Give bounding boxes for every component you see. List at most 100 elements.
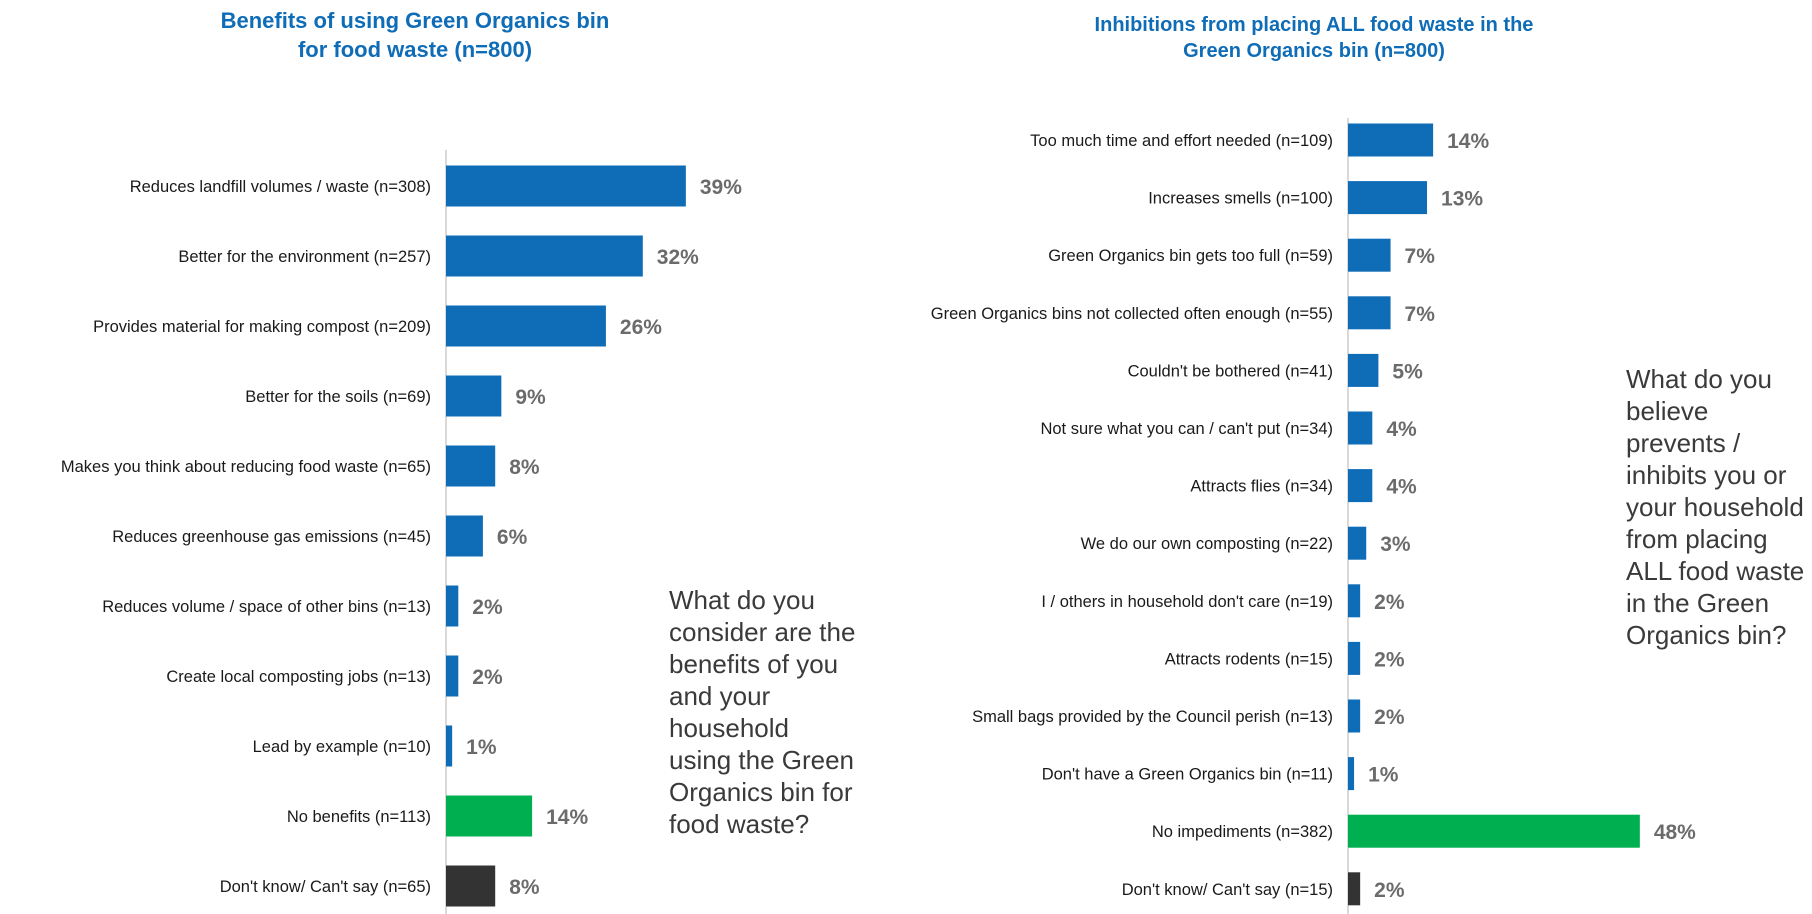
benefits-category-label: Provides material for making compost (n=… (93, 318, 431, 336)
benefits-category-label: Better for the environment (n=257) (178, 248, 431, 266)
benefits-question-line: What do you (669, 585, 815, 615)
inhibitions-question-line: inhibits you or (1626, 460, 1787, 490)
benefits-chart-title-line-1: Benefits of using Green Organics bin (221, 8, 610, 33)
benefits-value-label: 8% (509, 876, 540, 899)
inhibitions-bar (1348, 353, 1379, 387)
inhibitions-category-label: Small bags provided by the Council peris… (972, 708, 1333, 726)
benefits-bar (446, 725, 453, 767)
benefits-category-label: Reduces landfill volumes / waste (n=308) (130, 178, 431, 196)
inhibitions-value-label: 2% (1374, 648, 1405, 671)
inhibitions-value-label: 3% (1380, 533, 1411, 556)
benefits-bar (446, 305, 606, 347)
inhibitions-category-label: No impediments (n=382) (1152, 823, 1333, 841)
benefits-question-line: and your (669, 681, 771, 711)
benefits-chart-title-line-2: for food waste (n=800) (298, 37, 532, 62)
inhibitions-category-label: Green Organics bins not collected often … (931, 305, 1333, 323)
inhibitions-bar (1348, 641, 1361, 675)
benefits-value-label: 26% (620, 316, 662, 339)
inhibitions-question-line: believe (1626, 396, 1709, 426)
inhibitions-bar (1348, 814, 1640, 848)
inhibitions-question-line: prevents / (1626, 428, 1741, 458)
inhibitions-category-label: I / others in household don't care (n=19… (1041, 593, 1333, 611)
benefits-bar (446, 795, 533, 837)
benefits-category-label: Lead by example (n=10) (253, 738, 431, 756)
benefits-bar (446, 375, 502, 417)
inhibitions-category-label: Green Organics bin gets too full (n=59) (1048, 247, 1333, 265)
inhibitions-category-label: Couldn't be bothered (n=41) (1128, 362, 1333, 380)
inhibitions-category-label: We do our own composting (n=22) (1081, 535, 1333, 553)
inhibitions-bar (1348, 469, 1373, 503)
benefits-bar (446, 445, 496, 487)
benefits-category-label: Create local composting jobs (n=13) (166, 668, 431, 686)
benefits-value-label: 8% (509, 456, 540, 479)
inhibitions-value-label: 14% (1447, 130, 1489, 153)
benefits-category-label: Better for the soils (n=69) (245, 388, 431, 406)
benefits-category-label: Makes you think about reducing food wast… (61, 458, 431, 476)
inhibitions-value-label: 5% (1392, 360, 1423, 383)
inhibitions-question-line: ALL food waste (1626, 556, 1805, 586)
inhibitions-value-label: 4% (1386, 476, 1417, 499)
benefits-chart: Benefits of using Green Organics bin for… (61, 8, 742, 914)
benefits-value-label: 1% (466, 736, 497, 759)
inhibitions-chart-title-line-2: Green Organics bin (n=800) (1183, 40, 1445, 62)
inhibitions-value-label: 2% (1374, 706, 1405, 729)
benefits-category-label: No benefits (n=113) (287, 808, 431, 826)
inhibitions-value-label: 1% (1368, 764, 1399, 787)
inhibitions-value-label: 48% (1654, 821, 1696, 844)
benefits-question: What do you consider are the benefits of… (669, 584, 855, 840)
benefits-value-label: 9% (515, 386, 546, 409)
inhibitions-bar (1348, 757, 1355, 791)
benefits-question-line: consider are the (669, 617, 856, 647)
inhibitions-chart-title-line-1: Inhibitions from placing ALL food waste … (1095, 14, 1534, 36)
inhibitions-bar (1348, 872, 1361, 906)
benefits-value-label: 6% (497, 526, 528, 549)
benefits-bar (446, 655, 459, 697)
benefits-question-line: Organics bin for (669, 777, 853, 807)
inhibitions-bar (1348, 411, 1373, 445)
benefits-category-label: Don't know/ Can't say (n=65) (220, 878, 431, 896)
benefits-value-label: 39% (700, 176, 742, 199)
benefits-question-line: household (669, 713, 789, 743)
benefits-bar (446, 165, 686, 207)
benefits-value-label: 32% (657, 246, 699, 269)
inhibitions-bar (1348, 584, 1361, 618)
benefits-question-line: food waste? (669, 809, 810, 839)
inhibitions-question-line: What do you (1626, 364, 1772, 394)
inhibitions-value-label: 7% (1405, 303, 1436, 326)
inhibitions-bars: Too much time and effort needed (n=109) 1… (931, 123, 1696, 906)
benefits-category-label: Reduces volume / space of other bins (n=… (102, 598, 431, 616)
inhibitions-category-label: Attracts flies (n=34) (1190, 478, 1333, 496)
inhibitions-bar (1348, 699, 1361, 733)
inhibitions-question: What do you believe prevents / inhibits … (1626, 363, 1804, 651)
inhibitions-value-label: 2% (1374, 591, 1405, 614)
benefits-question-line: benefits of you (669, 649, 839, 679)
inhibitions-category-label: Attracts rodents (n=15) (1165, 650, 1333, 668)
benefits-value-label: 2% (472, 666, 503, 689)
inhibitions-chart: Inhibitions from placing ALL food waste … (931, 14, 1696, 914)
benefits-category-label: Reduces greenhouse gas emissions (n=45) (112, 528, 431, 546)
benefits-bar (446, 865, 496, 907)
benefits-bar (446, 515, 483, 557)
inhibitions-value-label: 7% (1405, 245, 1436, 268)
inhibitions-bar (1348, 123, 1434, 157)
benefits-value-label: 14% (546, 806, 588, 829)
benefits-bar (446, 235, 643, 277)
inhibitions-bar (1348, 296, 1391, 330)
inhibitions-category-label: Too much time and effort needed (n=109) (1030, 132, 1333, 150)
inhibitions-bar (1348, 526, 1367, 560)
inhibitions-value-label: 13% (1441, 188, 1483, 211)
inhibitions-value-label: 4% (1386, 418, 1417, 441)
benefits-question-line: using the Green (669, 745, 855, 775)
inhibitions-question-line: from placing (1626, 524, 1768, 554)
inhibitions-category-label: Don't know/ Can't say (n=15) (1122, 881, 1333, 899)
inhibitions-value-label: 2% (1374, 879, 1405, 902)
benefits-bars: Reduces landfill volumes / waste (n=308)… (61, 165, 742, 907)
inhibitions-category-label: Not sure what you can / can't put (n=34) (1040, 420, 1333, 438)
benefits-bar (446, 585, 459, 627)
inhibitions-question-line: in the Green (1626, 588, 1770, 618)
inhibitions-bar (1348, 181, 1428, 215)
inhibitions-question-line: Organics bin? (1626, 620, 1787, 650)
inhibitions-category-label: Don't have a Green Organics bin (n=11) (1042, 766, 1333, 784)
inhibitions-question-line: your household (1626, 492, 1804, 522)
